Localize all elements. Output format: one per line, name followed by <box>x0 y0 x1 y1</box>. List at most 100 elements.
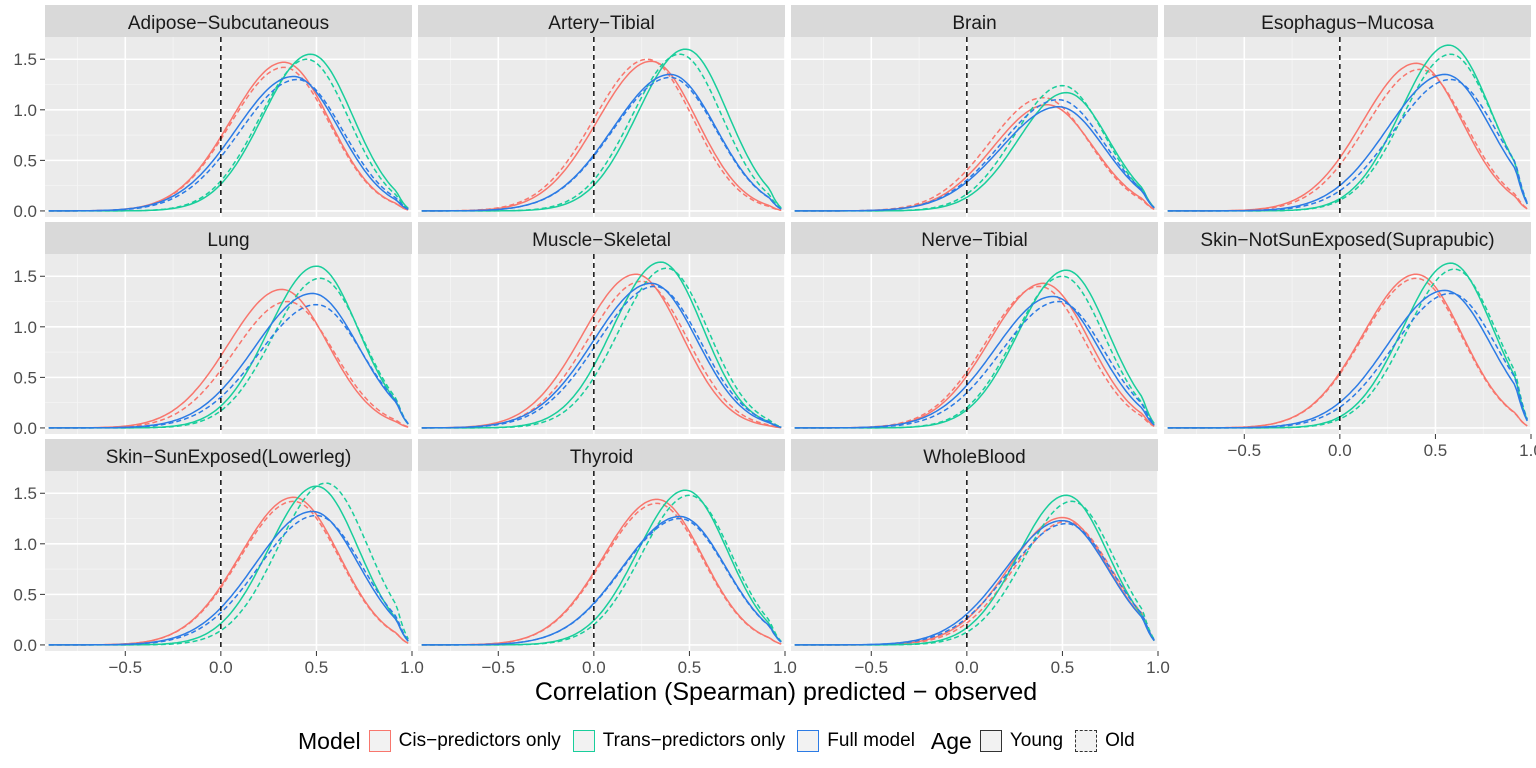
legend-label-young: Young <box>1009 730 1064 751</box>
x-axis-title: Correlation (Spearman) predicted − obser… <box>535 678 1037 706</box>
x-tick-label: −0.5 <box>482 658 516 677</box>
legend-age-title: Age <box>930 727 972 754</box>
y-tick-label: 1.0 <box>13 101 37 120</box>
panel-8: Skin−NotSunExposed(Suprapubic) −0.5 0.0 0.5… <box>1164 222 1536 460</box>
panel-1: Adipose−Subcutaneous 0.0 0.5 1.0 1.5 <box>13 5 413 221</box>
panel-title: Skin−SunExposed(Lowerleg) <box>106 447 352 468</box>
legend-key-young <box>979 730 1002 752</box>
panel-background <box>791 37 1158 217</box>
legend-label-old: Old <box>1105 730 1135 751</box>
legend-key-trans <box>572 730 595 752</box>
panel-strip <box>791 5 1158 37</box>
panel-background <box>1164 37 1531 217</box>
legend-key-old <box>1075 730 1098 752</box>
panel-strip <box>1164 5 1531 37</box>
x-tick-label: 0.5 <box>678 658 702 677</box>
legend-item-full: Full model <box>797 730 915 752</box>
legend-label-full: Full model <box>827 730 915 751</box>
panel-title: Skin−NotSunExposed(Suprapubic) <box>1200 230 1494 251</box>
x-tick-label: 0.0 <box>209 658 233 677</box>
density-full-young <box>1167 289 1528 429</box>
legend: Model Cis−predictors only Trans−predicto… <box>298 724 1147 758</box>
legend-item-cis: Cis−predictors only <box>368 730 561 752</box>
density-full-young <box>421 282 782 429</box>
panel-strip <box>418 5 785 37</box>
panel-3: Brain <box>791 5 1159 217</box>
density-full-young <box>794 295 1155 429</box>
y-tick-label: 0.5 <box>13 585 37 604</box>
x-tick-label: 0.5 <box>1051 658 1075 677</box>
y-tick-label: 0.0 <box>13 636 37 655</box>
y-tick-label: 0.5 <box>13 368 37 387</box>
x-tick-label: −0.5 <box>855 658 889 677</box>
panel-strip <box>45 5 412 37</box>
x-tick-label: 0.0 <box>955 658 979 677</box>
panel-background <box>45 37 412 217</box>
legend-key-full <box>797 730 820 752</box>
y-tick-label: 1.0 <box>13 535 37 554</box>
legend-item-old: Old <box>1075 730 1135 752</box>
x-tick-label: −0.5 <box>109 658 143 677</box>
density-trans-young <box>421 261 782 429</box>
y-tick-label: 1.0 <box>13 318 37 337</box>
x-tick-label: −0.5 <box>1228 441 1262 460</box>
x-tick-label: 0.5 <box>305 658 329 677</box>
panel-title: WholeBlood <box>923 447 1025 468</box>
panel-strip <box>45 222 412 254</box>
panel-background <box>1164 254 1531 434</box>
legend-item-trans: Trans−predictors only <box>572 730 786 752</box>
y-tick-label: 0.0 <box>13 202 37 221</box>
x-tick-label: 0.0 <box>582 658 606 677</box>
density-full-young <box>421 73 782 212</box>
y-tick-label: 1.5 <box>13 267 37 286</box>
y-tick-label: 0.0 <box>13 419 37 438</box>
panel-title: Brain <box>952 13 996 34</box>
panel-background <box>418 37 785 217</box>
x-tick-label: 1.0 <box>1519 441 1536 460</box>
y-tick-label: 1.5 <box>13 50 37 69</box>
panel-9: Skin−SunExposed(Lowerleg) 0.0 0.5 1.0 1.5 −0.… <box>13 439 424 677</box>
density-full-young <box>48 75 409 212</box>
panel-background <box>45 471 412 651</box>
x-tick-label: 0.0 <box>1328 441 1352 460</box>
legend-item-young: Young <box>979 730 1064 752</box>
density-full-young <box>1167 73 1528 212</box>
legend-label-cis: Cis−predictors only <box>398 730 561 751</box>
panel-title: Lung <box>207 230 249 251</box>
panel-background <box>418 254 785 434</box>
panel-5: Lung 0.0 0.5 1.0 1.5 <box>13 222 413 438</box>
panel-strip <box>1164 222 1531 254</box>
panel-title: Esophagus−Mucosa <box>1261 13 1434 34</box>
panel-4: Esophagus−Mucosa <box>1164 5 1532 217</box>
panel-title: Thyroid <box>570 447 633 468</box>
panel-strip <box>45 439 412 471</box>
panel-6: Muscle−Skeletal <box>418 222 786 434</box>
density-full-young <box>794 106 1155 212</box>
y-tick-label: 0.5 <box>13 151 37 170</box>
panel-11: WholeBlood −0.5 0.0 0.5 1.0 <box>791 439 1170 677</box>
panel-strip <box>791 222 1158 254</box>
x-tick-label: 1.0 <box>400 658 424 677</box>
legend-key-cis <box>368 730 391 752</box>
x-tick-label: 1.0 <box>773 658 797 677</box>
panel-title: Artery−Tibial <box>548 13 654 34</box>
density-full-young <box>421 515 782 646</box>
panel-strip <box>418 222 785 254</box>
x-tick-label: 1.0 <box>1146 658 1170 677</box>
panel-2: Artery−Tibial <box>418 5 786 217</box>
panel-strip <box>791 439 1158 471</box>
y-tick-label: 1.5 <box>13 484 37 503</box>
x-tick-label: 0.5 <box>1424 441 1448 460</box>
density-full-young <box>794 519 1155 646</box>
panel-title: Nerve−Tibial <box>921 230 1027 251</box>
legend-model-title: Model <box>298 727 361 754</box>
panel-strip <box>418 439 785 471</box>
panel-title: Muscle−Skeletal <box>532 230 671 251</box>
panel-title: Adipose−Subcutaneous <box>128 13 329 34</box>
density-full-young <box>48 292 409 429</box>
legend-label-trans: Trans−predictors only <box>602 730 786 751</box>
panel-background <box>791 254 1158 434</box>
panel-10: Thyroid −0.5 0.0 0.5 1.0 <box>418 439 797 677</box>
panel-7: Nerve−Tibial <box>791 222 1159 434</box>
